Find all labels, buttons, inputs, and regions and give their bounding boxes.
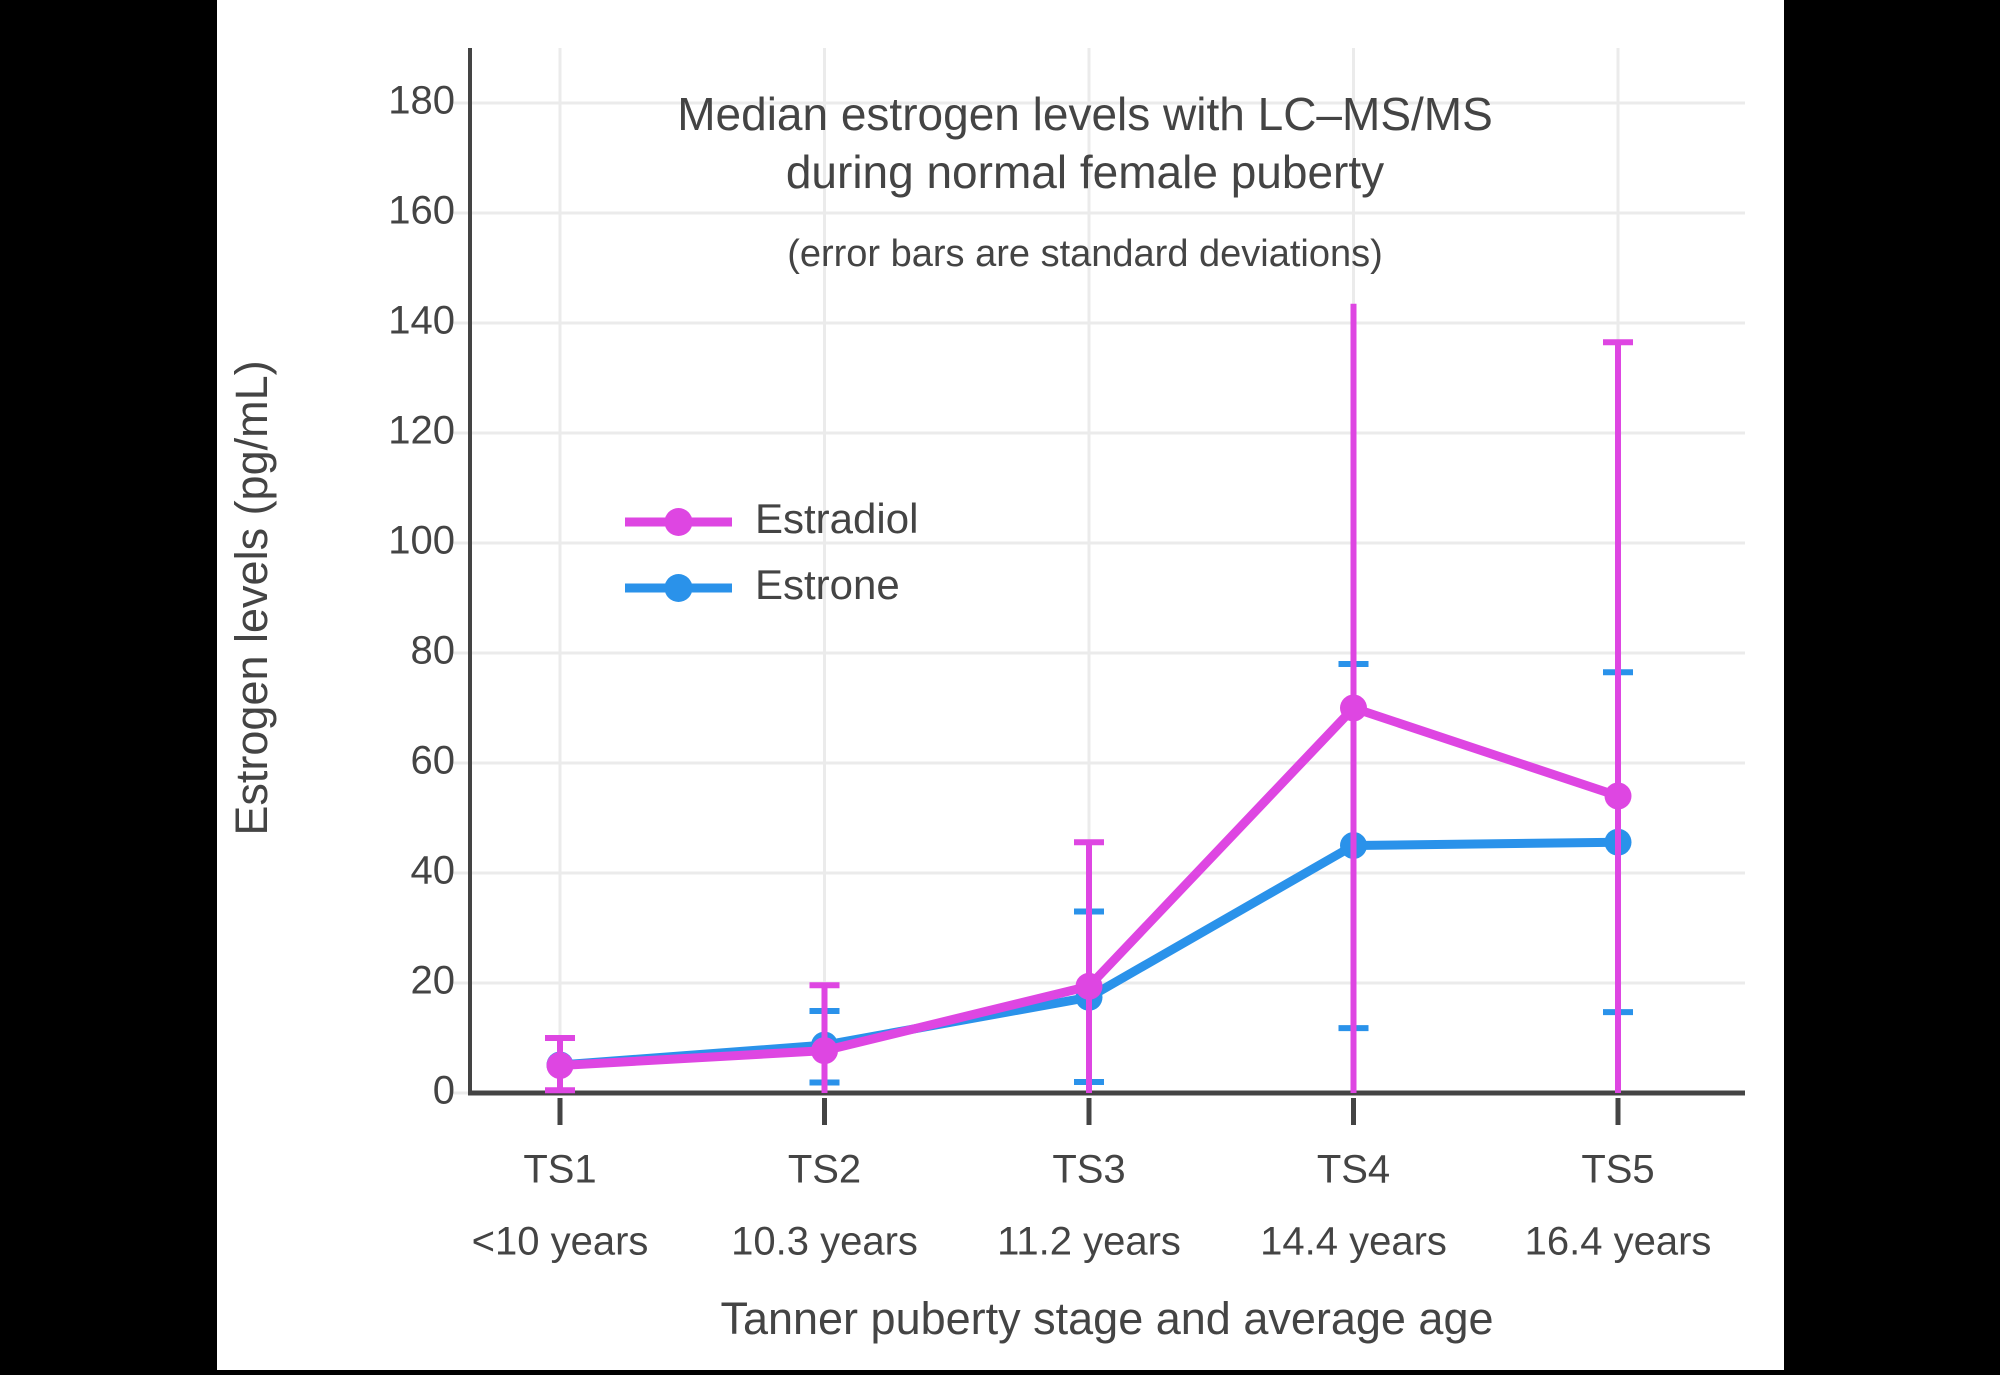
data-point-marker (1340, 694, 1367, 722)
y-tick-label: 140 (388, 299, 455, 343)
legend-swatch-marker (664, 574, 693, 602)
gridlines (450, 48, 1745, 1095)
x-tick-sublabel: 10.3 years (731, 1220, 918, 1264)
legend-swatch-marker (664, 508, 693, 536)
legend-label-estradiol: Estradiol (755, 495, 918, 542)
x-tick-label: TS2 (788, 1148, 861, 1192)
x-tick-sublabel: 14.4 years (1260, 1220, 1447, 1264)
y-tick-label: 40 (411, 849, 456, 893)
x-tick-label: TS3 (1052, 1148, 1125, 1192)
x-axis-title: Tanner puberty stage and average age (720, 1293, 1493, 1344)
x-tick-label: TS1 (523, 1148, 596, 1192)
series-layer (545, 303, 1633, 1094)
chart-title-line1: Median estrogen levels with LC–MS/MS (677, 88, 1493, 140)
axes (468, 48, 1745, 1125)
legend-label-estrone: Estrone (755, 561, 900, 608)
data-point-marker (1075, 972, 1103, 1000)
legend-swatches (625, 508, 732, 602)
x-tick-label: TS4 (1317, 1148, 1390, 1192)
y-tick-label: 120 (388, 409, 455, 453)
left-black-bar (0, 0, 217, 1370)
x-tick-labels: TS1 <10 years TS2 10.3 years TS3 11.2 years TS… (472, 1148, 1712, 1264)
y-tick-label: 160 (388, 189, 455, 233)
data-point-marker (1604, 782, 1632, 810)
y-tick-label: 0 (433, 1069, 455, 1113)
chart-title-line2: during normal female puberty (786, 146, 1384, 198)
y-tick-label: 60 (411, 739, 456, 783)
data-point-marker (811, 1037, 838, 1065)
x-tick-sublabel: 11.2 years (997, 1220, 1181, 1264)
data-point-marker (546, 1052, 574, 1079)
y-axis-title: Estrogen levels (pg/mL) (226, 360, 277, 835)
x-tick-sublabel: 16.4 years (1525, 1220, 1712, 1264)
y-tick-label: 180 (388, 79, 455, 123)
y-tick-label: 100 (388, 519, 455, 563)
chart-subtitle: (error bars are standard deviations) (787, 233, 1383, 275)
y-tick-label: 20 (411, 959, 456, 1003)
chart-area: 0 20 40 60 80 100 120 140 160 180 TS1 <10 years TS2… (217, 0, 1784, 1370)
chart-svg: 0 20 40 60 80 100 120 140 160 180 TS1 <10 years TS2… (226, 48, 1745, 1344)
x-tick-sublabel: <10 years (472, 1220, 649, 1264)
series-estradiol (545, 303, 1633, 1094)
right-black-bar (1784, 0, 2000, 1370)
y-tick-labels: 0 20 40 60 80 100 120 140 160 180 (388, 79, 455, 1113)
x-tick-label: TS5 (1581, 1148, 1654, 1192)
y-tick-label: 80 (411, 629, 456, 673)
